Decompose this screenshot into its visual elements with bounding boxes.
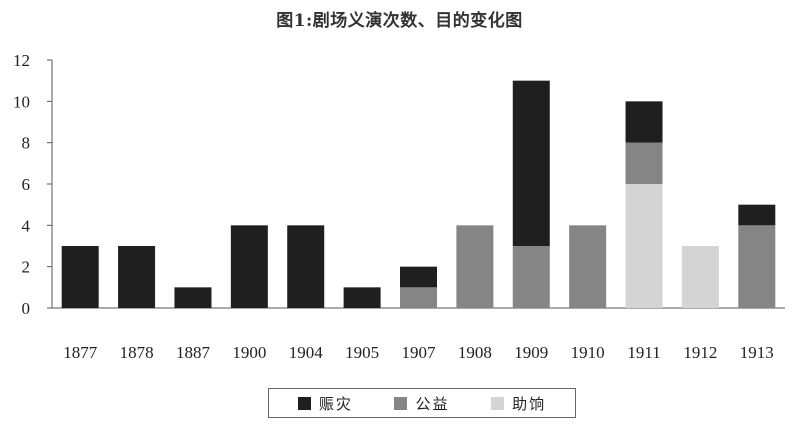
bar-segment — [400, 287, 437, 308]
bar-segment — [512, 246, 550, 308]
chart-title: 图1:剧场义演次数、目的变化图 — [276, 11, 523, 31]
bar-segment — [343, 287, 381, 308]
bar-segment — [456, 225, 494, 308]
x-tick-label: 1912 — [683, 343, 717, 362]
y-tick-label: 4 — [22, 216, 31, 235]
y-tick-label: 6 — [22, 175, 31, 194]
x-tick-label: 1908 — [458, 343, 492, 362]
legend-label-military-funding: 助饷 — [512, 394, 547, 413]
bar-segment — [61, 246, 99, 308]
legend-label-public-welfare: 公益 — [415, 394, 450, 413]
legend-swatch-relief — [297, 396, 311, 410]
bar-segment — [738, 204, 776, 226]
y-tick-label: 10 — [13, 92, 30, 111]
x-tick-label: 1878 — [120, 343, 154, 362]
legend-label-relief: 赈灾 — [318, 394, 353, 413]
bar-segment — [569, 225, 607, 308]
bars-layer — [61, 80, 776, 308]
bar-segment — [625, 101, 663, 143]
x-tick-label: 1904 — [289, 343, 324, 362]
x-tick-label: 1877 — [63, 343, 98, 362]
bar-segment — [738, 225, 776, 308]
labels-layer: 0 2 4 6 8 10 12 1877 1878 1887 1900 1904 1905 1907 190… — [13, 51, 774, 362]
x-tick-label: 1900 — [232, 343, 266, 362]
x-tick-label: 1909 — [514, 343, 548, 362]
legend-item-relief: 赈灾 — [297, 393, 353, 414]
y-tick-label: 0 — [22, 299, 31, 318]
bar-segment — [681, 246, 719, 308]
x-tick-label: 1910 — [571, 343, 605, 362]
legend-swatch-public-welfare — [394, 396, 408, 410]
legend: 赈灾 公益 助饷 — [268, 388, 576, 418]
legend-item-public-welfare: 公益 — [394, 393, 449, 414]
legend-item-military-funding: 助饷 — [491, 393, 546, 414]
y-tick-label: 8 — [22, 134, 31, 153]
bar-segment — [118, 246, 156, 308]
x-tick-label: 1905 — [345, 343, 379, 362]
bar-segment — [174, 287, 212, 308]
bar-segment — [230, 225, 268, 308]
x-tick-label: 1907 — [402, 343, 437, 362]
x-tick-label: 1887 — [176, 343, 211, 362]
bar-segment — [400, 266, 437, 288]
x-tick-label: 1913 — [740, 343, 774, 362]
bar-segment — [287, 225, 325, 308]
y-tick-label: 2 — [22, 258, 31, 277]
bar-segment — [625, 142, 663, 184]
legend-swatch-military-funding — [491, 396, 505, 410]
bar-segment — [625, 184, 663, 308]
x-tick-label: 1911 — [627, 343, 660, 362]
bar-segment — [512, 80, 550, 247]
y-tick-label: 12 — [13, 51, 30, 70]
